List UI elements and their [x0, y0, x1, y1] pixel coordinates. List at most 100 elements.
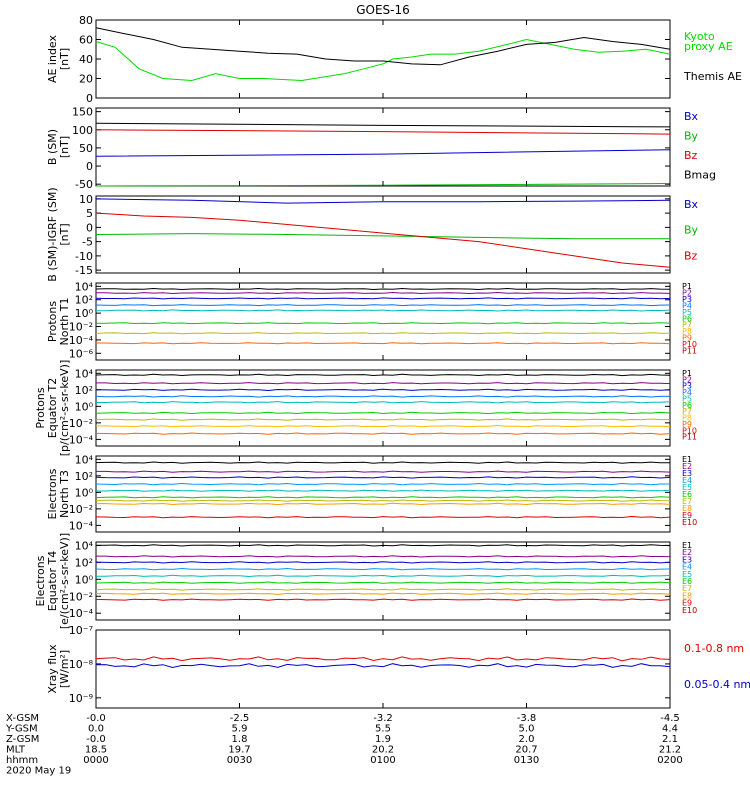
y-tick-label: 150 [72, 106, 93, 119]
y-axis-label: North T3 [58, 470, 71, 518]
legend-e1: E1 [682, 541, 692, 550]
legend-e3: E3 [682, 555, 692, 564]
x-tick-label: -3.8 [517, 713, 537, 724]
series-bx [95, 149, 671, 157]
series-bmag [95, 122, 671, 128]
legend-p1: P1 [682, 369, 692, 378]
panel-frame [95, 19, 671, 99]
y-tick-label: 0 [86, 160, 93, 173]
y-axis-label: North T1 [58, 298, 71, 346]
series-e9 [95, 515, 671, 519]
series-p4 [95, 304, 671, 307]
y-tick-label: 10⁻² [69, 417, 93, 430]
x-tick-label: 18.5 [85, 745, 107, 756]
x-tick-label: -2.5 [230, 713, 250, 724]
x-tick-label: -4.5 [660, 713, 680, 724]
y-tick-label: -50 [75, 178, 93, 191]
series-e5 [96, 574, 671, 578]
series-bx [95, 198, 671, 204]
y-tick-label: 10² [75, 556, 93, 569]
legend-e10: E10 [682, 518, 697, 527]
legend-e7: E7 [682, 584, 692, 593]
legend-p8: P8 [682, 414, 692, 423]
y-axis-label: AE index [46, 34, 59, 83]
series-e1 [95, 461, 671, 464]
legend-p5: P5 [682, 308, 692, 317]
x-tick-label: 1.8 [232, 734, 248, 745]
y-tick-label: 5 [86, 207, 93, 220]
series-e8 [96, 592, 671, 595]
x-tick-label: 0.0 [88, 724, 104, 735]
series-e2 [96, 470, 671, 473]
legend-e8: E8 [682, 504, 692, 513]
y-axis-label: Electrons [34, 555, 47, 606]
series-p1 [95, 287, 671, 291]
series-0-05-0-4-nm [95, 663, 671, 669]
legend-e9: E9 [682, 511, 692, 520]
y-axis-label: [e/(cm²-s-sr-keV)] [58, 533, 71, 629]
legend-p10: P10 [682, 426, 697, 435]
legend-e6: E6 [682, 577, 692, 586]
series-e7 [95, 588, 670, 591]
series-bz [95, 129, 671, 135]
legend-p9: P9 [682, 334, 692, 343]
legend-e6: E6 [682, 490, 692, 499]
y-tick-label: 0 [86, 221, 93, 234]
legend-proxy-ae: proxy AE [684, 40, 733, 53]
legend-p2: P2 [682, 288, 692, 297]
series-p4 [95, 395, 671, 398]
legend-0-05-0-4-nm: 0.05-0.4 nm [684, 678, 750, 691]
y-tick-label: 10⁻⁶ [69, 347, 94, 360]
y-tick-label: -15 [75, 264, 93, 277]
panel-en: 10⁴ 10² 10⁰ 10⁻² 10⁻⁴ Electrons North T3 E1E2E3… [46, 453, 697, 533]
x-tick-label: 20.7 [515, 745, 537, 756]
legend-bz: Bz [684, 249, 698, 262]
y-axis-label: [nT] [58, 136, 71, 158]
y-tick-label: 10⁻⁴ [69, 334, 94, 347]
y-tick-label: 10⁻² [69, 590, 93, 603]
y-axis-label: [nT] [58, 48, 71, 70]
y-tick-label: 10² [75, 294, 93, 307]
series-p2 [96, 382, 671, 385]
y-tick-label: 10⁻⁴ [69, 607, 94, 620]
y-axis-label: Xray flux [46, 644, 59, 694]
series-themis-ae [95, 27, 671, 66]
legend-p3: P3 [682, 382, 692, 391]
legend-bx: Bx [684, 110, 699, 123]
y-axis-label: Electrons [46, 468, 59, 519]
x-tick-label: -3.2 [373, 713, 393, 724]
x-tick-label: 2.1 [662, 734, 678, 745]
legend-p6: P6 [682, 314, 692, 323]
x-tick-label: 5.9 [232, 724, 248, 735]
panel-frame [95, 107, 671, 187]
y-tick-label: 10² [75, 384, 93, 397]
series-p5 [96, 309, 671, 312]
series-p7 [95, 332, 670, 335]
series-e4 [95, 567, 671, 571]
legend-e3: E3 [682, 469, 692, 478]
x-tick-label: 20.2 [372, 745, 394, 756]
legend-by: By [684, 224, 699, 237]
x-tick-label: 0130 [514, 755, 539, 766]
x-tick-label: 5.0 [519, 724, 535, 735]
y-tick-label: 10⁰ [75, 486, 94, 499]
y-tick-label: 10⁻⁸ [69, 658, 94, 671]
y-tick-label: 10⁻⁹ [69, 692, 93, 705]
legend-p1: P1 [682, 282, 692, 291]
panel-ee: 10⁴ 10² 10⁰ 10⁻² 10⁻⁴ Electrons Equator T4 [e/(… [34, 533, 697, 629]
series-p7 [95, 418, 670, 421]
panel-frame [95, 541, 671, 621]
legend-e10: E10 [682, 606, 697, 615]
x-tick-label: 5.5 [375, 724, 391, 735]
legend-by: By [684, 130, 699, 143]
legend-e8: E8 [682, 591, 692, 600]
series-p8 [96, 424, 671, 428]
panel-frame [95, 282, 671, 361]
y-axis-label: B (SM)-IGRF (SM) [46, 187, 59, 281]
legend-e2: E2 [682, 462, 692, 471]
series-e3 [95, 561, 671, 564]
panel-frame [95, 629, 671, 709]
